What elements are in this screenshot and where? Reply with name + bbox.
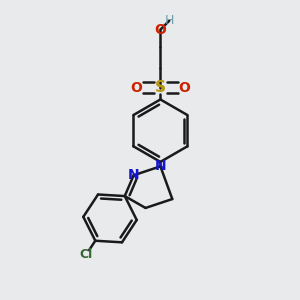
Text: O: O xyxy=(131,81,142,94)
Text: S: S xyxy=(155,80,166,95)
Text: N: N xyxy=(154,159,166,173)
Text: O: O xyxy=(178,81,190,94)
Text: H: H xyxy=(165,14,174,27)
Text: Cl: Cl xyxy=(80,248,93,261)
Text: O: O xyxy=(154,22,166,37)
Text: N: N xyxy=(128,168,140,182)
